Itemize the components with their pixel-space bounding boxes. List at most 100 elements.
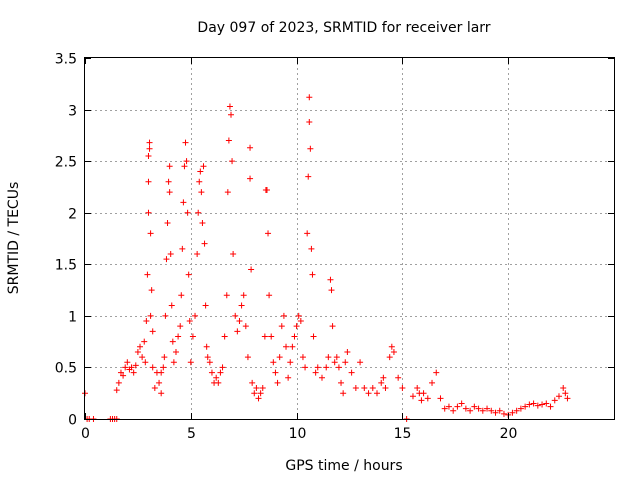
data-point <box>380 374 387 381</box>
data-point <box>348 369 355 376</box>
data-point <box>283 343 290 350</box>
x-axis-ticks: 0 5 10 15 20 <box>81 58 517 442</box>
data-point <box>147 230 154 237</box>
x-tick-label: 20 <box>500 426 518 442</box>
data-point <box>223 292 230 299</box>
data-point <box>530 400 537 407</box>
data-point <box>147 312 154 319</box>
data-point <box>124 359 131 366</box>
data-point <box>328 287 335 294</box>
data-point <box>162 312 169 319</box>
data-point <box>194 250 201 257</box>
data-point <box>139 354 146 361</box>
data-point <box>547 403 554 410</box>
y-tick-label: 1 <box>68 310 77 326</box>
data-point <box>145 152 152 159</box>
data-point <box>308 245 315 252</box>
data-point <box>213 374 220 381</box>
data-point <box>382 385 389 392</box>
data-point <box>219 364 226 371</box>
data-point <box>169 338 176 345</box>
x-tick-label: 5 <box>187 426 196 442</box>
data-point <box>467 407 474 414</box>
data-point <box>555 393 562 400</box>
data-point <box>450 407 457 414</box>
data-point <box>244 354 251 361</box>
data-point <box>378 379 385 386</box>
y-axis-ticks: 0 0.5 1 1.5 2 2.5 3 3.5 <box>55 52 614 429</box>
x-axis-title: GPS time / hours <box>285 458 402 474</box>
data-point <box>399 385 406 392</box>
data-point <box>183 158 190 165</box>
data-point <box>365 390 372 397</box>
data-point <box>215 379 222 386</box>
data-point <box>312 369 319 376</box>
data-point <box>181 163 188 170</box>
data-point <box>130 369 137 376</box>
data-point <box>187 359 194 366</box>
data-point <box>195 209 202 216</box>
data-point <box>200 163 207 170</box>
data-point <box>492 409 499 416</box>
data-point <box>395 374 402 381</box>
data-point <box>318 374 325 381</box>
data-point <box>253 385 260 392</box>
data-point <box>143 318 150 325</box>
data-point <box>551 397 558 404</box>
data-point <box>562 390 569 397</box>
y-tick-label: 2.5 <box>55 155 77 171</box>
data-point <box>509 409 516 416</box>
data-point <box>225 137 232 144</box>
data-point <box>201 240 208 247</box>
data-point <box>265 230 272 237</box>
data-point <box>295 312 302 319</box>
data-point <box>204 354 211 361</box>
data-point <box>388 343 395 350</box>
data-point <box>234 328 241 335</box>
data-point <box>274 379 281 386</box>
data-point <box>280 312 287 319</box>
data-point <box>122 364 129 371</box>
data-point <box>145 178 152 185</box>
x-tick-label: 10 <box>289 426 307 442</box>
data-point <box>142 359 149 366</box>
data-point <box>236 318 243 325</box>
data-point <box>526 401 533 408</box>
data-point <box>305 173 312 180</box>
data-point <box>352 385 359 392</box>
data-point <box>228 111 235 118</box>
data-point <box>251 390 258 397</box>
data-point <box>357 359 364 366</box>
data-point <box>206 359 213 366</box>
data-point <box>329 323 336 330</box>
data-point <box>441 405 448 412</box>
data-marks <box>82 94 571 422</box>
data-point <box>333 354 340 361</box>
data-point <box>134 348 141 355</box>
data-point <box>145 209 152 216</box>
data-point <box>291 333 298 340</box>
data-point <box>560 385 567 392</box>
data-point <box>299 354 306 361</box>
data-point <box>513 407 520 414</box>
data-point <box>369 385 376 392</box>
data-point <box>197 168 204 175</box>
data-point <box>240 292 247 299</box>
data-point <box>128 364 135 371</box>
data-point <box>323 364 330 371</box>
data-point <box>115 379 122 386</box>
data-point <box>144 271 151 278</box>
y-tick-label: 0 <box>68 413 77 429</box>
grid <box>85 58 614 419</box>
data-point <box>170 359 177 366</box>
data-point <box>325 354 332 361</box>
data-point <box>418 397 425 404</box>
data-point <box>217 369 224 376</box>
data-point <box>539 401 546 408</box>
data-point <box>314 364 321 371</box>
data-point <box>247 175 254 182</box>
data-point <box>306 94 313 101</box>
y-tick-label: 3.5 <box>55 52 77 68</box>
data-point <box>306 118 313 125</box>
data-point <box>289 343 296 350</box>
